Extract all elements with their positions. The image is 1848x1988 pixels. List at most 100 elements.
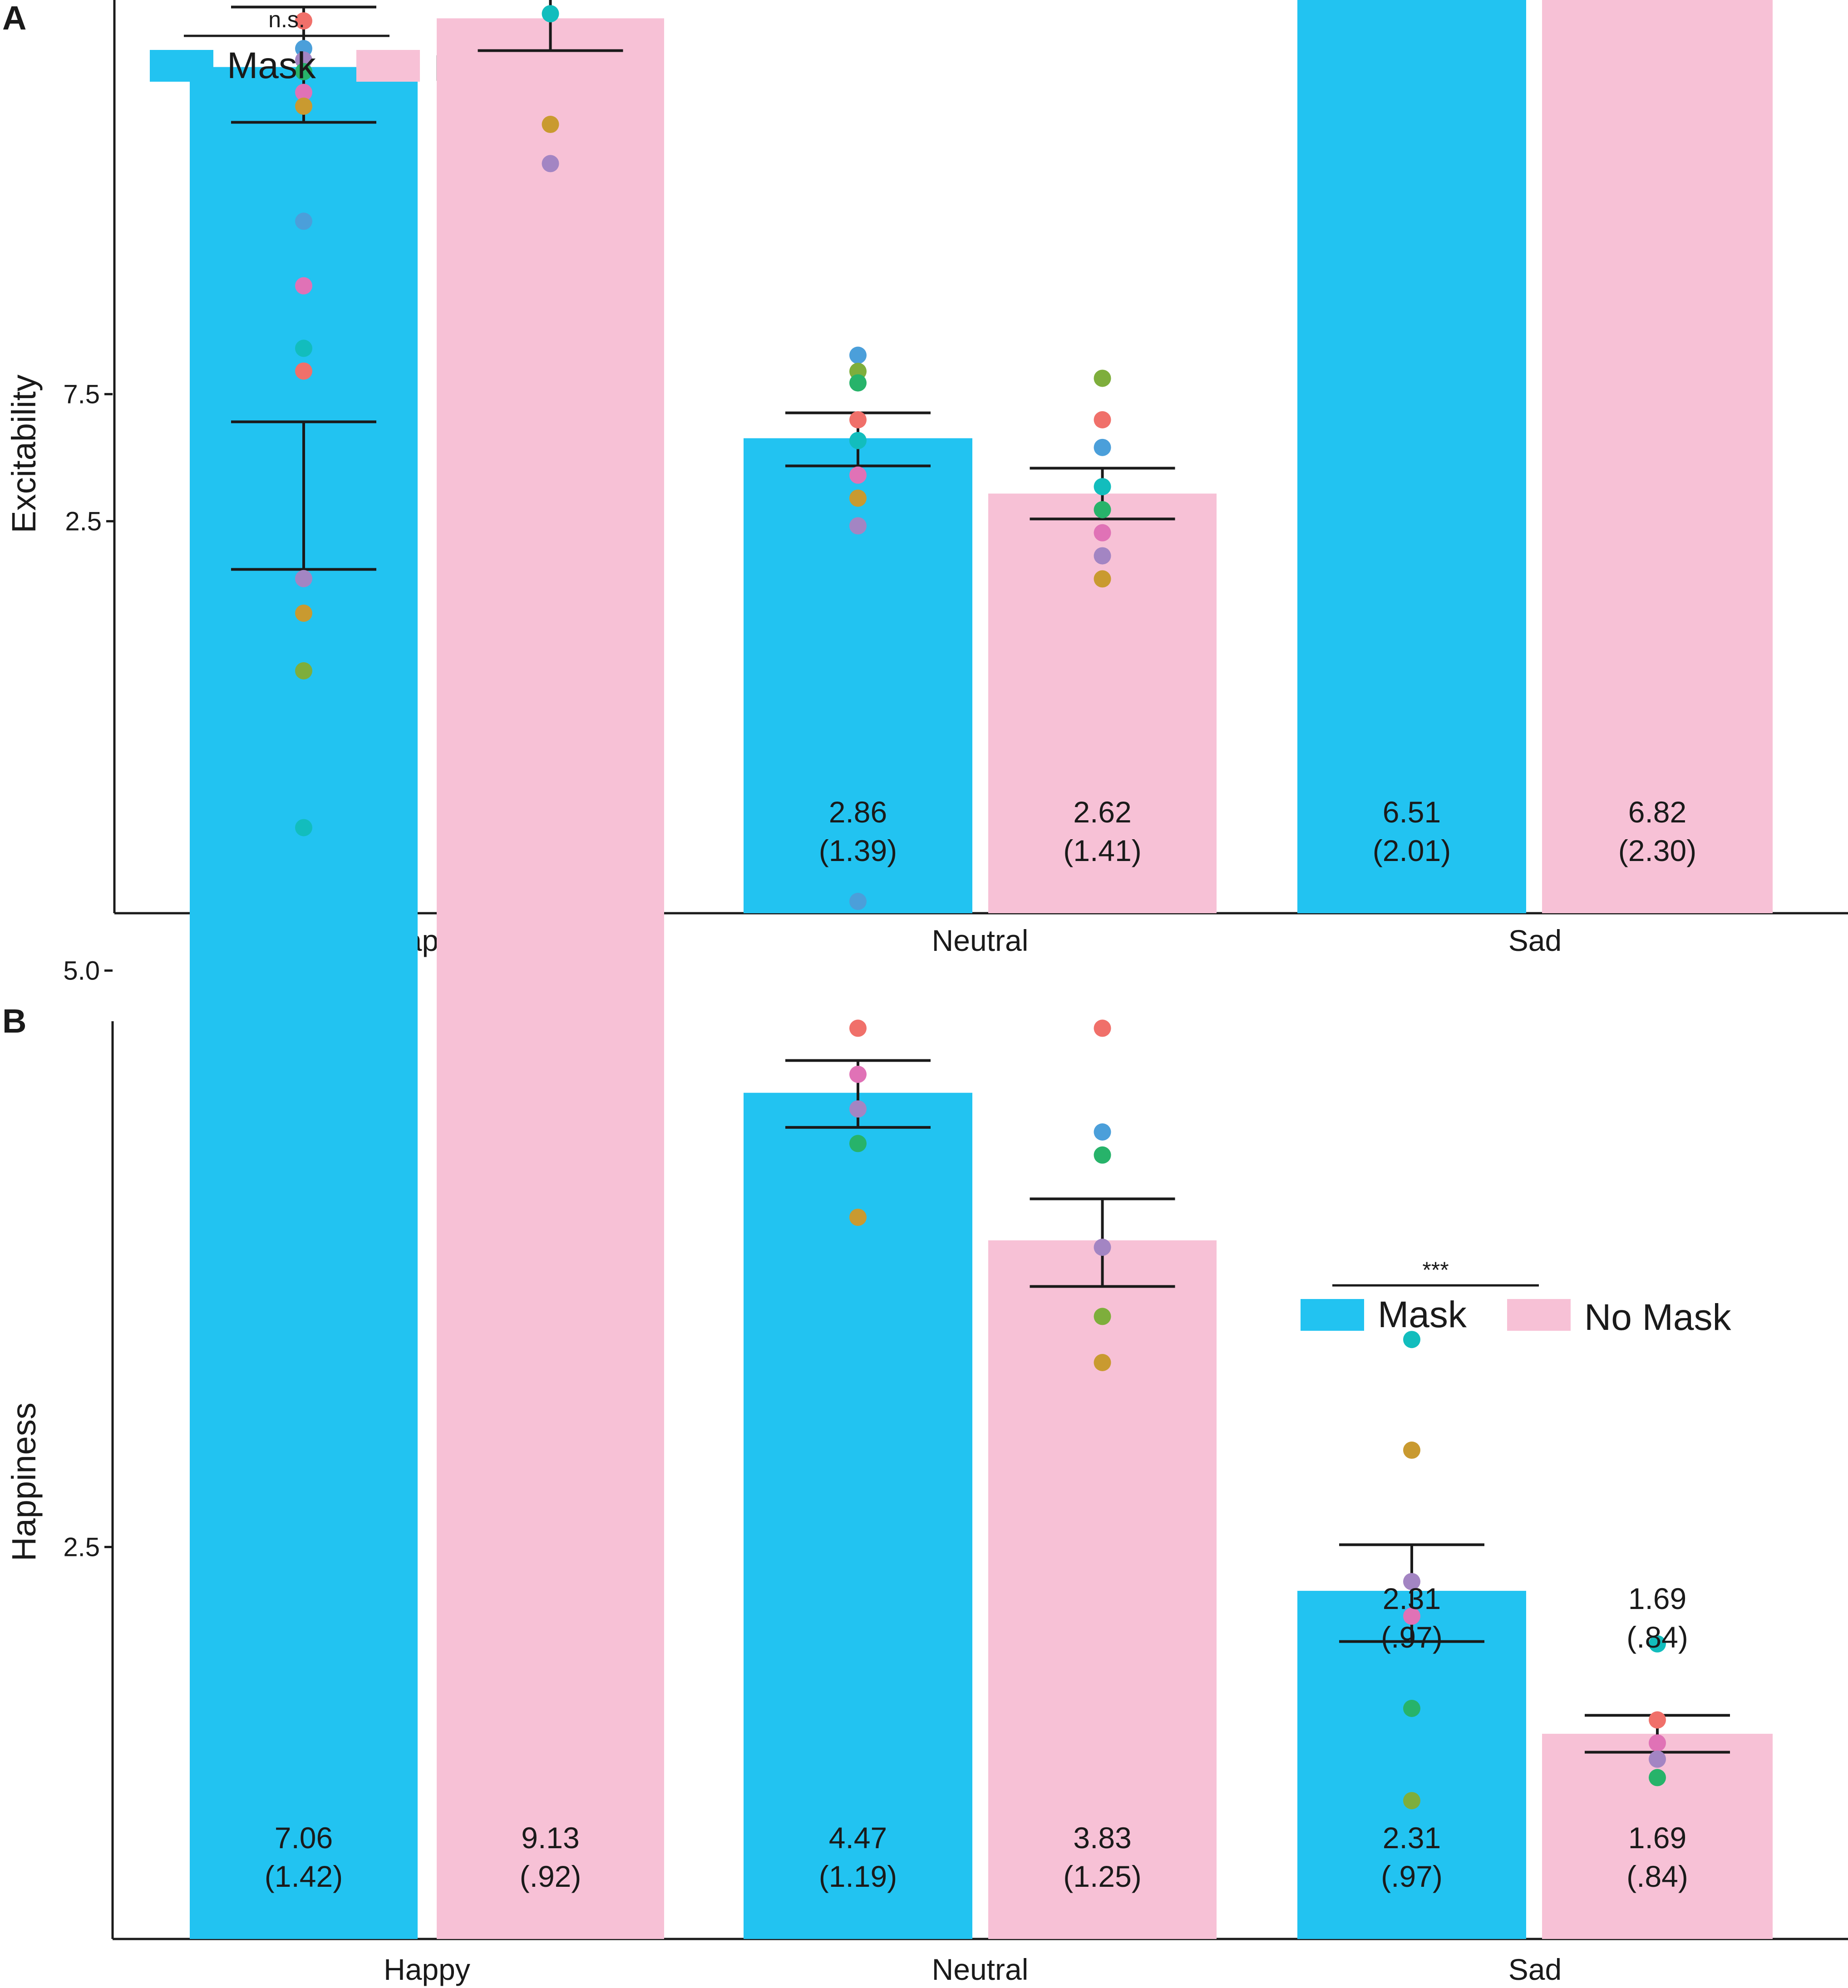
bar-sd-label: (.84) <box>1626 1860 1688 1893</box>
data-point <box>1094 524 1111 541</box>
legend-label-mask: Mask <box>1378 1294 1467 1335</box>
bar-sd-label: (1.39) <box>819 834 897 867</box>
data-point <box>849 346 867 364</box>
data-point <box>849 1135 867 1152</box>
bar-value-label: 6.51 <box>1383 795 1441 829</box>
data-point <box>1403 1700 1420 1717</box>
data-point <box>849 1066 867 1083</box>
data-point <box>1094 1123 1111 1141</box>
data-point <box>295 63 312 80</box>
bar-mask-sad <box>1297 1590 1526 1939</box>
data-point <box>1403 1331 1420 1348</box>
x-category-label: Happy <box>384 1953 470 1986</box>
bar-mask-sad <box>1297 0 1526 913</box>
above-bar-sd-label: (.97) <box>1381 1620 1443 1654</box>
data-point <box>1649 1635 1666 1653</box>
bar-value-label: 1.69 <box>1628 1821 1686 1855</box>
legend-significance-label: n.s. <box>268 7 305 32</box>
data-point <box>295 277 312 295</box>
bar-mask-neutral <box>744 1092 972 1939</box>
data-point <box>1094 369 1111 387</box>
data-point <box>542 116 559 133</box>
data-point <box>295 98 312 115</box>
data-point <box>849 1100 867 1118</box>
bar-sd-label: (.97) <box>1381 1860 1443 1893</box>
legend: *** Mask No Mask <box>1301 1257 1732 1338</box>
legend-swatch-no-mask <box>356 50 420 82</box>
legend-label-no-mask: No Mask <box>1584 1297 1732 1338</box>
data-point <box>849 517 867 535</box>
data-point <box>1094 570 1111 588</box>
data-point <box>1403 1573 1420 1590</box>
panel-letter: B <box>2 1002 26 1040</box>
data-point <box>1649 1734 1666 1752</box>
bar-value-label: 2.86 <box>829 795 887 829</box>
bar-mask-happy <box>190 495 418 1939</box>
data-point <box>1094 1239 1111 1256</box>
data-point <box>1403 1792 1420 1810</box>
y-axis-title: Excitability <box>5 374 43 533</box>
data-point <box>1094 1146 1111 1164</box>
data-point <box>295 570 312 587</box>
x-category-label: Neutral <box>932 1953 1029 1986</box>
data-point <box>849 489 867 507</box>
data-point <box>1649 1769 1666 1786</box>
data-point <box>295 662 312 679</box>
data-point <box>1649 1750 1666 1768</box>
y-tick-label: 5.0 <box>63 956 100 985</box>
bar-no-mask-sad <box>1542 1733 1773 1939</box>
bar-value-label: 7.06 <box>275 1821 333 1855</box>
above-bar-sd-label: (.84) <box>1626 1620 1688 1654</box>
bar-value-label: 6.82 <box>1628 795 1686 829</box>
data-point <box>1094 501 1111 518</box>
bar-value-label: 9.13 <box>521 1821 579 1855</box>
x-category-label: Sad <box>1508 1953 1562 1986</box>
data-point <box>849 432 867 449</box>
legend-swatch-no-mask <box>1507 1299 1571 1331</box>
legend-significance-label: *** <box>1422 1257 1449 1283</box>
data-point <box>849 1019 867 1037</box>
bar-sd-label: (.92) <box>520 1860 582 1893</box>
data-point <box>295 212 312 230</box>
data-point <box>849 1208 867 1226</box>
data-point <box>1094 438 1111 456</box>
legend-label-mask: Mask <box>227 45 316 86</box>
data-point <box>1403 1607 1420 1625</box>
above-bar-value-label: 2.31 <box>1383 1582 1441 1615</box>
bar-value-label: 2.62 <box>1073 795 1131 829</box>
data-point <box>295 84 312 101</box>
data-point <box>542 5 559 23</box>
bar-sd-label: (1.42) <box>265 1860 343 1893</box>
bar-value-label: 2.31 <box>1383 1821 1441 1855</box>
bar-no-mask-happy <box>437 18 664 1939</box>
bar-no-mask-sad <box>1542 0 1773 913</box>
data-point <box>849 466 867 484</box>
legend-swatch-mask <box>150 50 213 82</box>
data-point <box>542 155 559 172</box>
data-point <box>1094 1308 1111 1325</box>
y-axis-title: Happiness <box>5 1402 43 1561</box>
data-point <box>1094 1354 1111 1371</box>
bar-sd-label: (1.25) <box>1063 1860 1141 1893</box>
data-point <box>295 362 312 380</box>
legend-swatch-mask <box>1301 1299 1364 1331</box>
x-category-label: Sad <box>1508 924 1562 957</box>
data-point <box>295 819 312 837</box>
bar-sd-label: (1.19) <box>819 1860 897 1893</box>
data-point <box>849 411 867 428</box>
data-point <box>295 12 312 30</box>
data-point <box>849 374 867 392</box>
y-tick-label: 2.5 <box>65 507 102 536</box>
bar-value-label: 3.83 <box>1073 1821 1131 1855</box>
data-point <box>1403 1442 1420 1459</box>
y-tick-label: 2.5 <box>63 1532 100 1562</box>
data-point <box>295 605 312 622</box>
y-tick-label: 7.5 <box>63 379 100 409</box>
data-point <box>1094 411 1111 428</box>
data-point <box>1094 547 1111 565</box>
bar-sd-label: (2.01) <box>1373 834 1451 867</box>
data-point <box>295 340 312 357</box>
panel-letter: A <box>2 0 26 37</box>
